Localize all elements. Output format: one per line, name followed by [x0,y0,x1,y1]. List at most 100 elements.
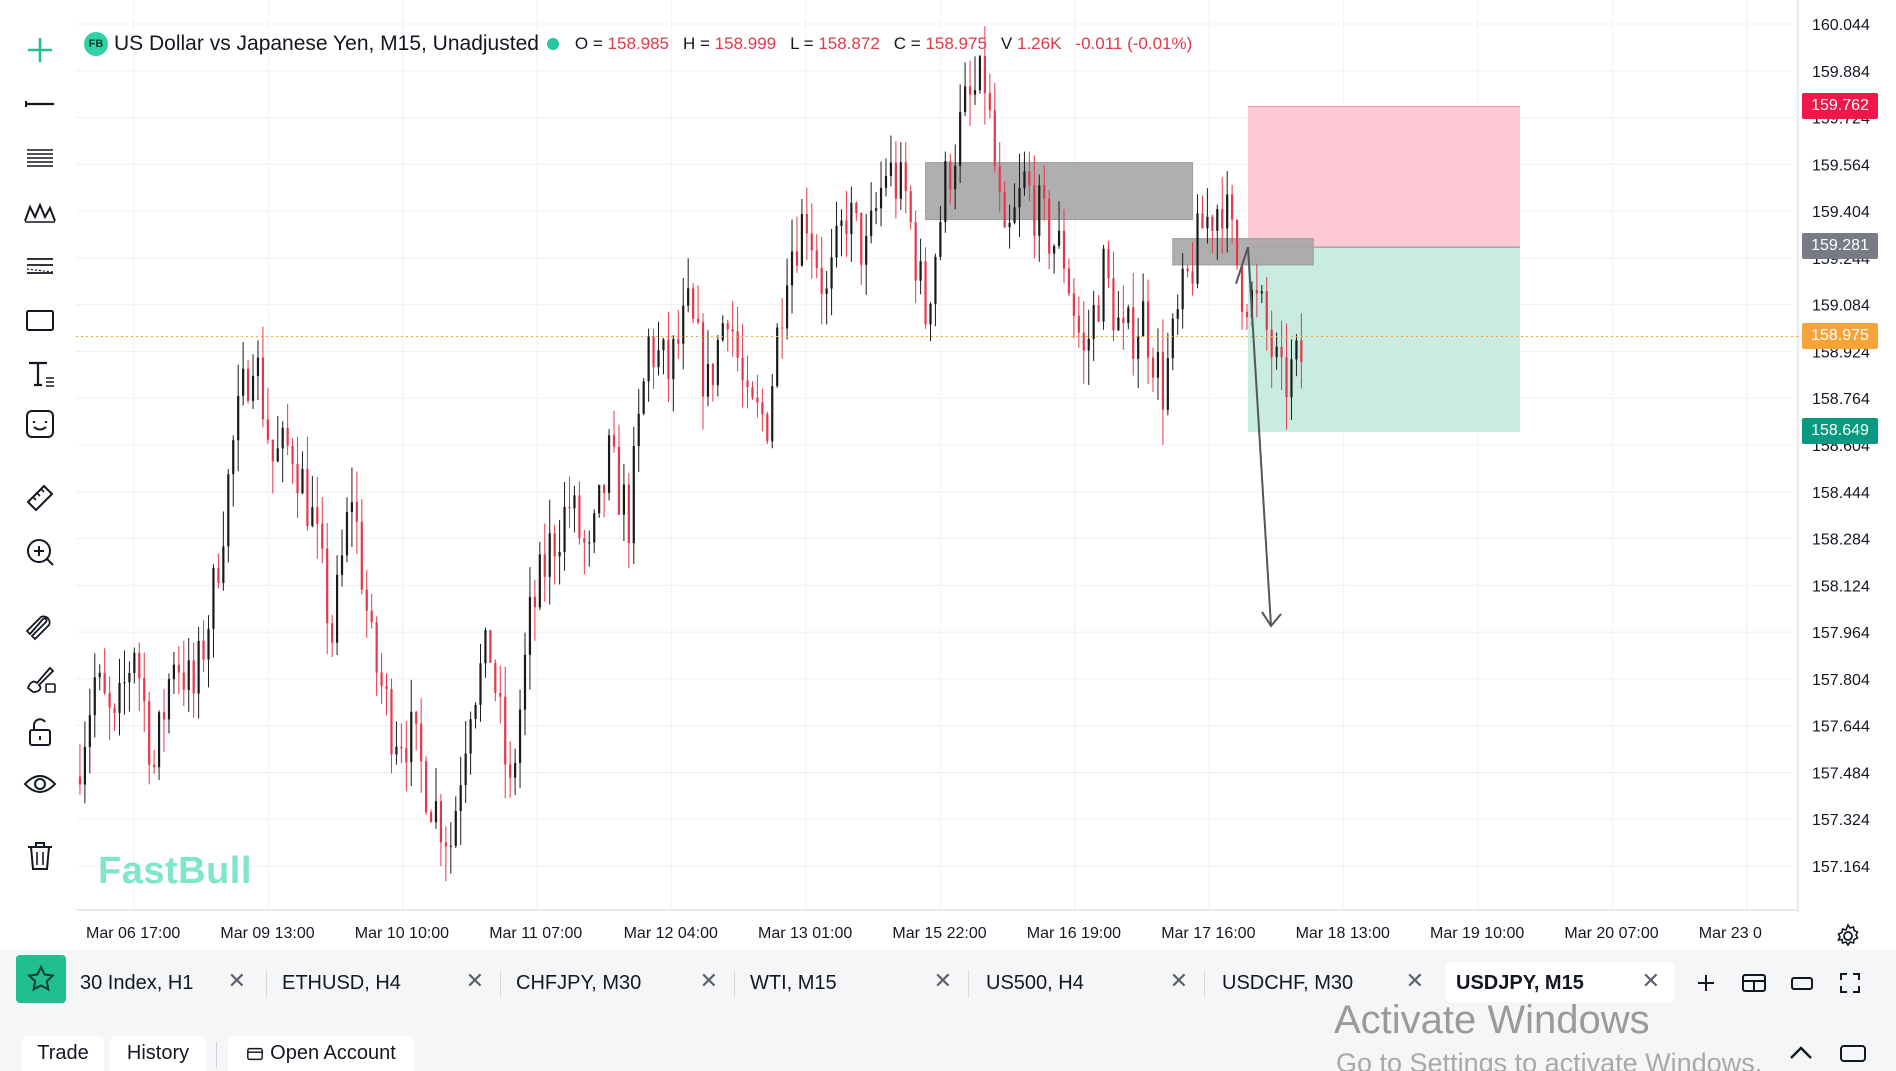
trade-tab[interactable]: Trade [22,1036,104,1071]
ruler-icon[interactable] [20,478,60,518]
trend-line-icon[interactable] [20,84,60,124]
tab-usdchf-m30[interactable]: USDCHF, M30 ✕ [1212,962,1438,1002]
bull-candle [1038,185,1041,236]
activate-windows-title: Activate Windows [1334,998,1650,1042]
tab-ethusd-h4[interactable]: ETHUSD, H4 ✕ [272,962,498,1002]
bear-candle [736,331,739,358]
close-tab-icon[interactable]: ✕ [1641,968,1660,993]
bear-candle [696,318,700,323]
rectangle-icon[interactable] [20,300,60,340]
bull-candle [479,663,482,705]
bull-candle [1196,213,1199,284]
magnet-icon[interactable] [20,604,60,644]
tab-label: 30 Index, H1 [80,972,194,994]
low-value: L = 158.872 [790,34,880,53]
bear-candle [968,86,972,95]
bull-candle [548,533,551,577]
bull-candle [1216,209,1219,231]
time-axis-label: Mar 18 13:00 [1296,925,1390,942]
bear-candle [148,701,151,765]
chart-canvas[interactable]: 160.044159.884159.724159.564159.404159.2… [76,0,1896,950]
close-tab-icon[interactable]: ✕ [699,968,718,993]
bull-candle [879,187,883,209]
stop-loss-zone [1248,106,1520,248]
bear-candle [914,222,917,281]
time-axis-label: Mar 10 10:00 [355,925,449,942]
tab-wti-m15[interactable]: WTI, M15 ✕ [740,962,966,1002]
bear-candle [924,261,927,325]
bull-candle [785,285,789,329]
bull-candle [454,810,457,846]
bull-candle [642,381,645,414]
bull-candle [237,395,240,441]
bear-candle [533,596,536,608]
fib-icon[interactable] [20,138,60,178]
tab-label: US500, H4 [986,972,1084,994]
tab-chfjpy-m30[interactable]: CHFJPY, M30 ✕ [506,962,732,1002]
tab-30-index-h1[interactable]: 30 Index, H1 ✕ [70,962,260,1002]
time-axis-label: Mar 17 16:00 [1161,925,1255,942]
price-axis-label: 157.644 [1812,719,1870,736]
history-tab[interactable]: History [110,1036,206,1071]
open-account-label: Open Account [270,1042,396,1064]
take-profit-zone [1248,247,1520,432]
price-axis-label: 157.964 [1812,625,1870,642]
bull-candle [593,513,596,543]
tab-label: CHFJPY, M30 [516,972,642,994]
bull-candle [964,86,967,112]
price-axis-label: 159.084 [1812,298,1870,315]
bull-candle [538,554,541,608]
bull-candle [514,762,517,778]
close-tab-icon[interactable]: ✕ [1169,968,1188,993]
trash-icon[interactable] [20,836,60,876]
bull-candle [1295,340,1298,360]
projection-arrow-line [1247,247,1272,627]
close-tab-icon[interactable]: ✕ [465,968,484,993]
add-tab-plus-icon[interactable] [1689,966,1723,1000]
bull-candle [934,256,937,304]
bear-candle [909,191,912,223]
bear-candle [420,723,423,762]
favorites-star-button[interactable] [16,955,66,1003]
bull-candle [978,56,982,91]
window-mode-icon[interactable] [1785,966,1819,1000]
layout-grid-icon[interactable] [1737,966,1771,1000]
close-tab-icon[interactable]: ✕ [933,968,952,993]
text-icon[interactable] [20,354,60,394]
bear-candle [390,689,393,755]
brush-lock-icon[interactable] [20,658,60,698]
chart-settings-gear-icon[interactable] [1834,922,1862,950]
fullscreen-icon[interactable] [1833,966,1867,1000]
bear-candle [1062,230,1066,269]
collapse-panel-chevron-up-icon[interactable] [1784,1036,1818,1070]
panel-window-icon[interactable] [1836,1036,1870,1070]
price-axis-label: 157.324 [1812,812,1870,829]
tab-usdjpy-m15[interactable]: USDJPY, M15 ✕ [1446,962,1674,1002]
bear-candle [1132,307,1135,359]
bull-candle [242,368,245,396]
bull-candle [350,502,354,513]
bull-candle [1053,245,1056,254]
bull-candle [157,712,161,768]
bull-candle [929,303,932,325]
close-tab-icon[interactable]: ✕ [227,968,246,993]
eye-icon[interactable] [20,764,60,804]
crosshair-icon[interactable] [20,30,60,70]
unlock-icon[interactable] [20,712,60,752]
zoom-in-icon[interactable] [20,532,60,572]
bear-candle [617,446,621,515]
open-account-button[interactable]: Open Account [228,1036,414,1071]
symbol-title[interactable]: US Dollar vs Japanese Yen, M15, Unadjust… [114,32,539,55]
emoji-icon[interactable] [20,404,60,444]
price-chart[interactable]: 160.044 159.884 159.724 159.564 159.404 159.2… [76,0,1896,950]
bear-candle [385,685,388,690]
bear-candle [266,419,269,440]
bear-candle [78,776,82,785]
time-axis-label: Mar 12 04:00 [624,925,718,942]
close-tab-icon[interactable]: ✕ [1405,968,1424,993]
bear-candle [894,162,897,199]
channel-icon[interactable] [20,246,60,286]
pattern-icon[interactable] [20,192,60,232]
tab-us500-h4[interactable]: US500, H4 ✕ [976,962,1202,1002]
bull-candle [716,340,719,386]
